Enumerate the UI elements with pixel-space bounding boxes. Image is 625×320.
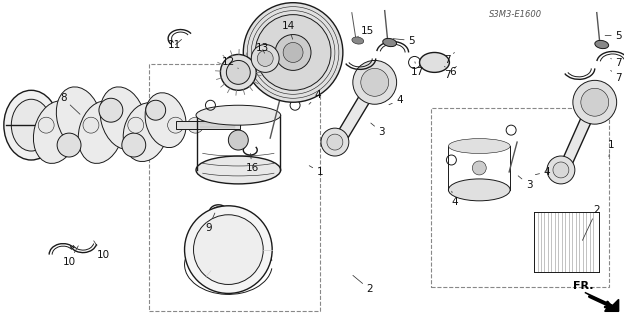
Circle shape — [188, 117, 204, 133]
Ellipse shape — [33, 101, 79, 164]
Circle shape — [547, 156, 575, 184]
Text: 3: 3 — [371, 123, 385, 137]
Circle shape — [361, 68, 389, 96]
Text: 7: 7 — [611, 70, 622, 83]
Text: 7: 7 — [444, 52, 454, 65]
Text: 1: 1 — [309, 166, 323, 177]
Text: 4: 4 — [389, 95, 403, 105]
Text: FR.: FR. — [573, 281, 593, 292]
Ellipse shape — [78, 101, 124, 164]
Circle shape — [168, 117, 184, 133]
Text: 2: 2 — [353, 276, 373, 294]
Circle shape — [226, 60, 250, 84]
Circle shape — [57, 133, 81, 157]
Circle shape — [243, 3, 343, 102]
Text: 5: 5 — [393, 36, 415, 45]
Text: 8: 8 — [60, 93, 80, 114]
Circle shape — [321, 128, 349, 156]
Ellipse shape — [352, 37, 364, 44]
Circle shape — [146, 100, 166, 120]
Text: 5: 5 — [605, 30, 622, 41]
Circle shape — [573, 80, 617, 124]
Circle shape — [255, 15, 331, 90]
Ellipse shape — [4, 90, 59, 160]
Text: 9: 9 — [205, 213, 215, 233]
Text: 2: 2 — [582, 205, 600, 240]
Ellipse shape — [145, 93, 186, 148]
Text: 14: 14 — [281, 20, 295, 39]
Text: 10: 10 — [62, 246, 78, 267]
Circle shape — [99, 98, 123, 122]
Circle shape — [581, 88, 609, 116]
Circle shape — [228, 130, 248, 150]
Circle shape — [127, 117, 144, 133]
Circle shape — [327, 134, 343, 150]
Text: 7: 7 — [444, 66, 456, 80]
Polygon shape — [330, 78, 380, 148]
Ellipse shape — [100, 87, 146, 149]
Circle shape — [553, 162, 569, 178]
Text: S3M3-E1600: S3M3-E1600 — [489, 10, 542, 19]
Circle shape — [38, 117, 54, 133]
Ellipse shape — [382, 38, 396, 47]
Text: 13: 13 — [256, 44, 269, 53]
Ellipse shape — [196, 105, 281, 125]
Text: 3: 3 — [518, 176, 532, 190]
Text: 7: 7 — [611, 59, 622, 68]
Text: 11: 11 — [168, 39, 181, 51]
Text: 4: 4 — [451, 191, 458, 207]
Circle shape — [122, 133, 146, 157]
Polygon shape — [176, 121, 241, 129]
Polygon shape — [557, 100, 599, 176]
Ellipse shape — [595, 40, 609, 49]
Ellipse shape — [419, 52, 449, 72]
Ellipse shape — [448, 139, 510, 154]
Text: 4: 4 — [536, 167, 550, 177]
Text: 10: 10 — [94, 241, 109, 260]
Text: 17: 17 — [411, 62, 424, 77]
Circle shape — [472, 161, 486, 175]
Ellipse shape — [448, 179, 510, 201]
Polygon shape — [585, 292, 619, 311]
Circle shape — [275, 35, 311, 70]
Circle shape — [353, 60, 397, 104]
Ellipse shape — [123, 103, 168, 162]
Text: 1: 1 — [608, 140, 614, 156]
Text: 15: 15 — [357, 26, 374, 36]
Circle shape — [83, 117, 99, 133]
Ellipse shape — [56, 87, 102, 149]
Ellipse shape — [11, 99, 51, 151]
Circle shape — [251, 44, 279, 72]
Circle shape — [283, 43, 303, 62]
Ellipse shape — [196, 156, 281, 184]
Text: 6: 6 — [0, 319, 1, 320]
Circle shape — [194, 215, 263, 284]
Circle shape — [221, 54, 256, 90]
Text: 6: 6 — [444, 67, 456, 77]
Text: 12: 12 — [222, 57, 238, 68]
Circle shape — [184, 206, 272, 293]
Text: 16: 16 — [246, 153, 259, 173]
Text: 4: 4 — [309, 90, 321, 104]
Circle shape — [258, 51, 273, 67]
Text: 17: 17 — [0, 319, 1, 320]
